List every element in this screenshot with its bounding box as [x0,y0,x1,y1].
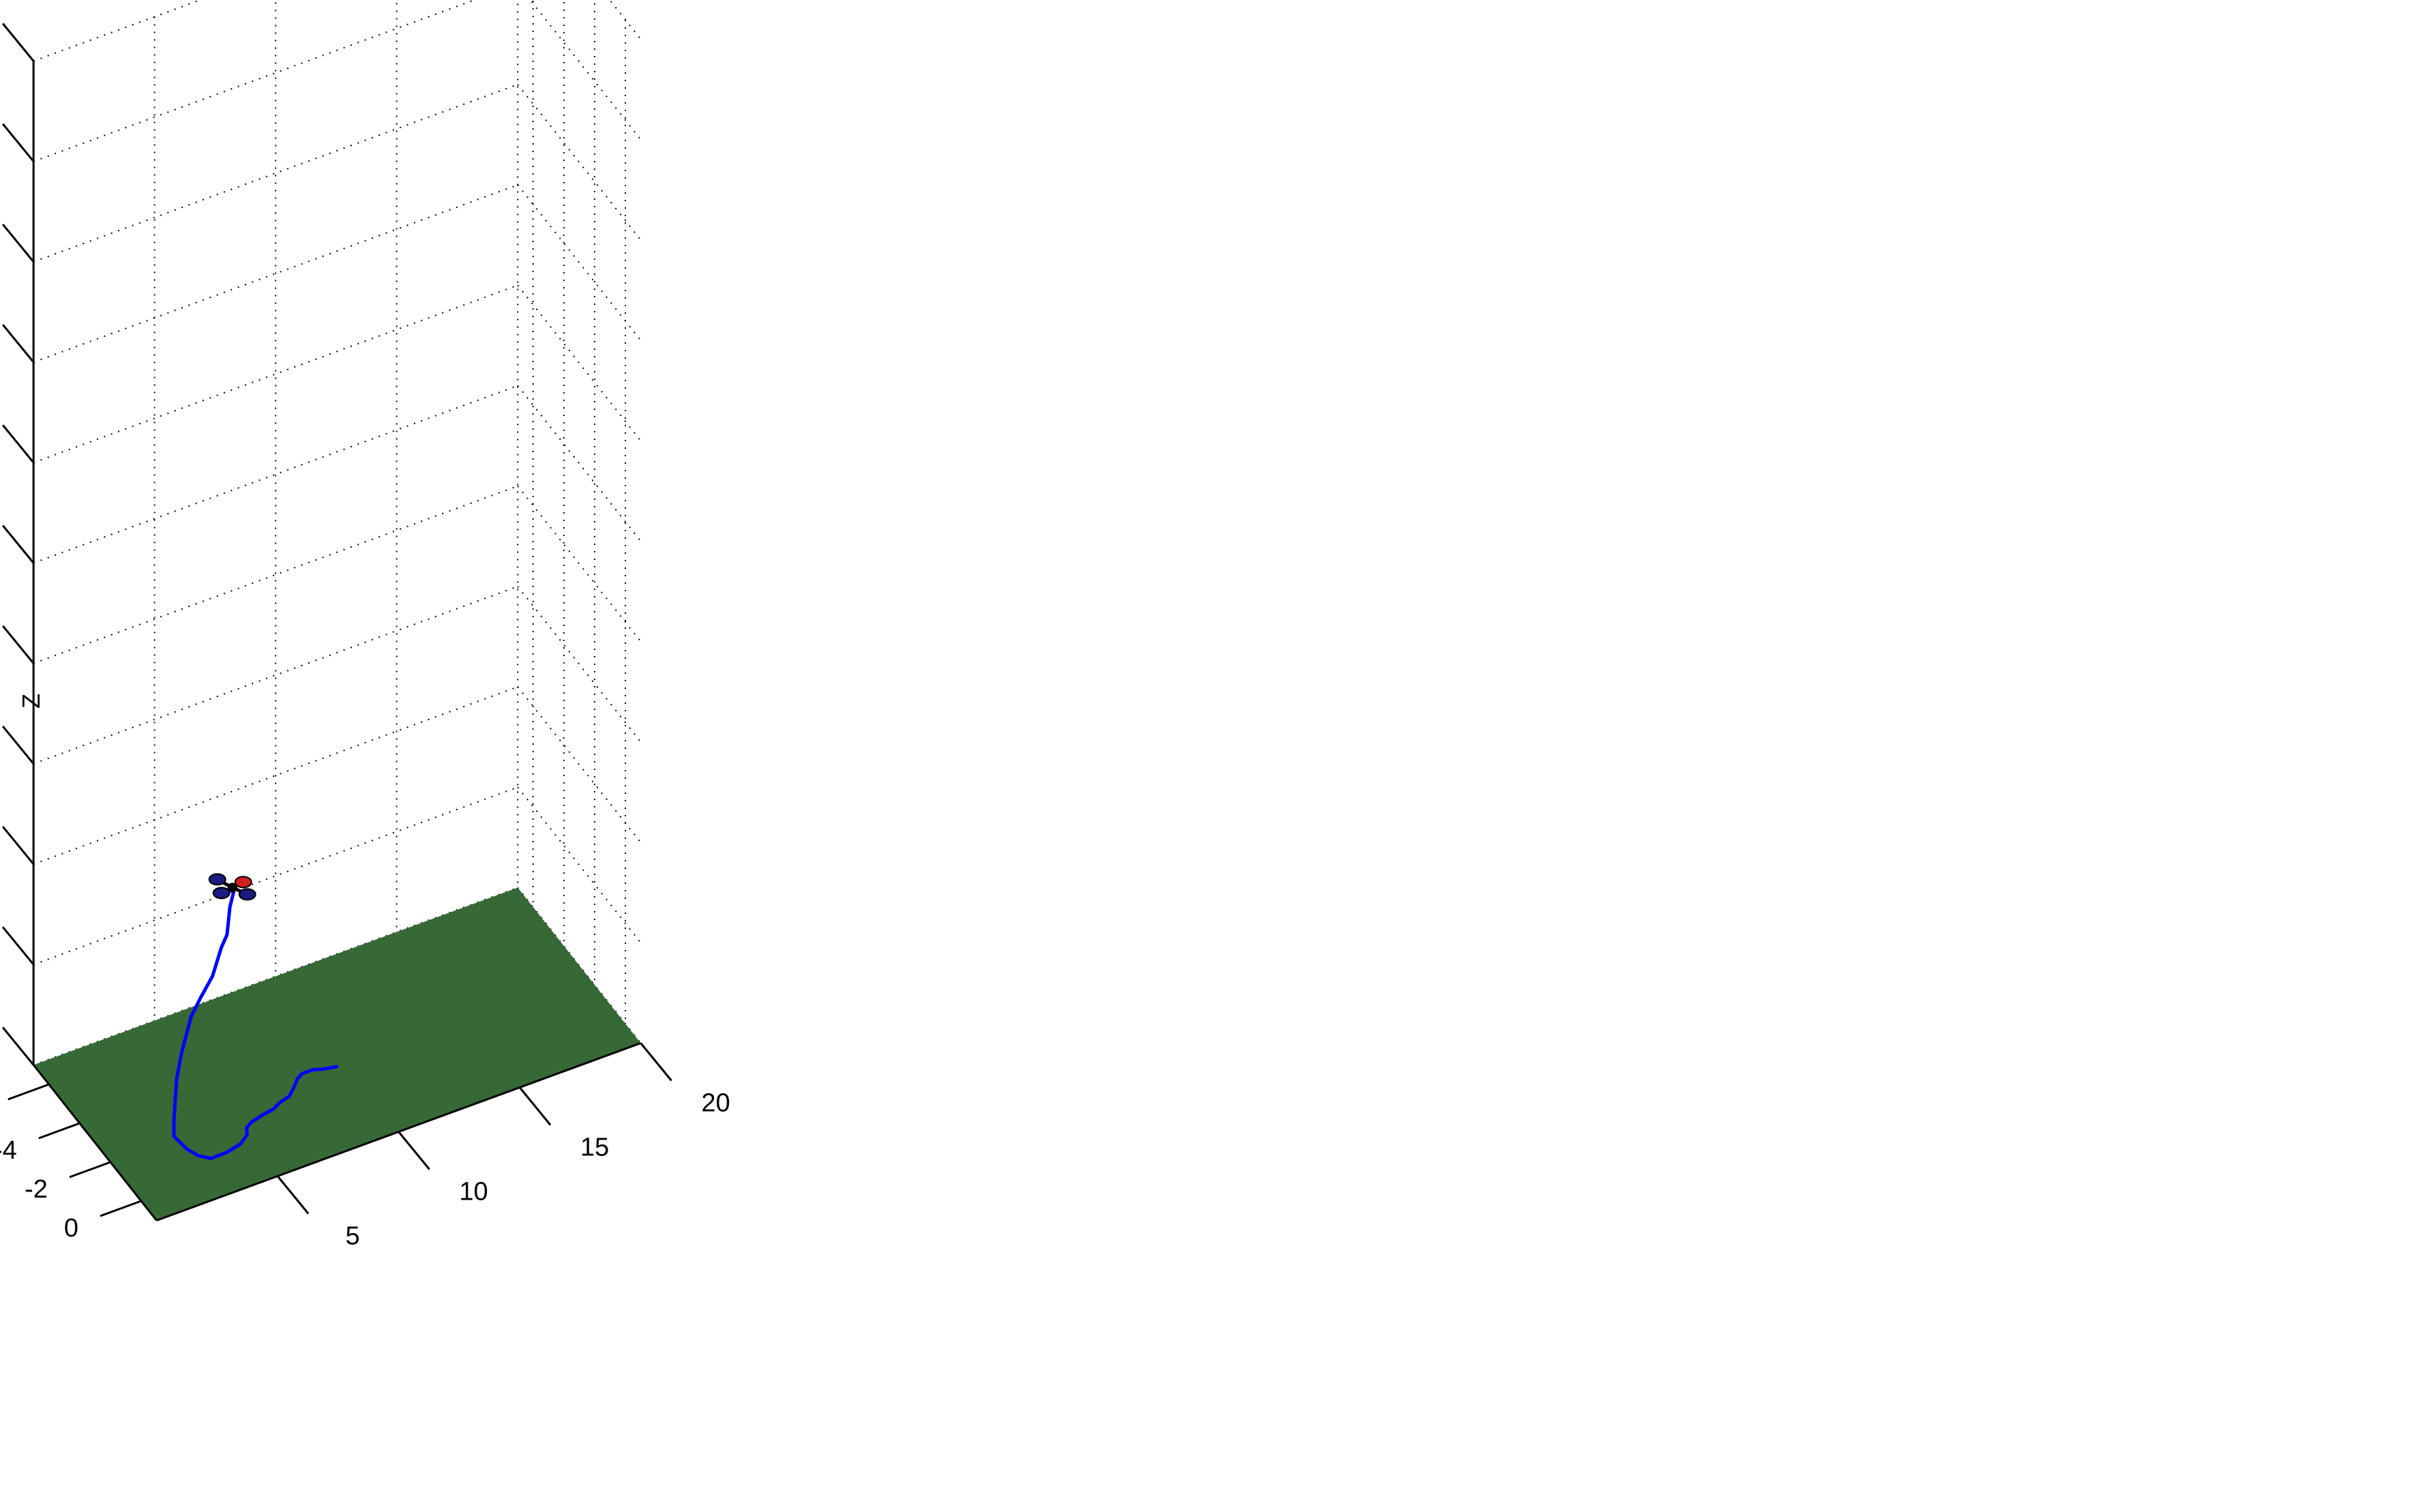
z-tick-mark [1,123,35,162]
grid-line [517,385,642,542]
ground-plane [33,887,641,1221]
y-tick-label: -2 [25,1175,48,1204]
grid-line [529,0,642,140]
x-tick-label: 20 [701,1089,730,1118]
rotor [208,873,226,886]
z-tick-mark [1,826,35,865]
x-tick-label: 15 [580,1133,609,1162]
z-tick-mark [1,926,35,966]
y-tick-mark [8,1083,50,1101]
grid-line [517,284,642,441]
grid-line [33,284,518,464]
x-tick-label: 5 [345,1222,359,1251]
z-tick-mark [1,1026,35,1066]
grid-line [33,585,518,765]
grid-line [608,0,642,40]
x-tick-label: 10 [459,1178,488,1206]
rotor [212,887,231,900]
grid-line [33,0,477,162]
x-tick-mark [398,1131,430,1170]
quadrotor-body [227,883,237,893]
x-tick-mark [276,1175,310,1215]
z-tick-mark [1,725,35,765]
y-tick-label: 0 [64,1214,78,1243]
quadrotor-icon [208,873,256,901]
grid-line [33,0,203,62]
z-tick-mark [1,324,35,364]
z-axis-label: Z [17,694,45,709]
grid-line [517,786,642,943]
rotor [238,888,256,901]
rotor [234,876,252,889]
z-tick-mark [1,625,35,664]
grid-line [517,887,642,1044]
z-tick-mark [1,223,35,263]
grid-line [517,686,642,843]
grid-line [517,486,642,642]
y-tick-mark [38,1122,80,1140]
grid-line [517,184,642,341]
y-axis-line [32,1064,158,1221]
grid-lines [33,0,642,1066]
tick-labels: 0-2-4-6-8-10-12-14-16-18-20-6-4-20510152… [0,1089,730,1251]
trajectory-line [172,885,339,1161]
x-tick-mark [640,1042,672,1082]
grid-line [517,84,642,241]
axis-lines [1,23,672,1221]
x-tick-mark [518,1086,552,1126]
y-tick-mark [69,1161,111,1179]
grid-line [517,586,642,743]
y-tick-mark [100,1200,142,1217]
z-tick-mark [1,524,35,564]
z-tick-mark [1,424,35,464]
z-tick-mark [1,23,35,62]
y-tick-label: -4 [0,1136,17,1165]
